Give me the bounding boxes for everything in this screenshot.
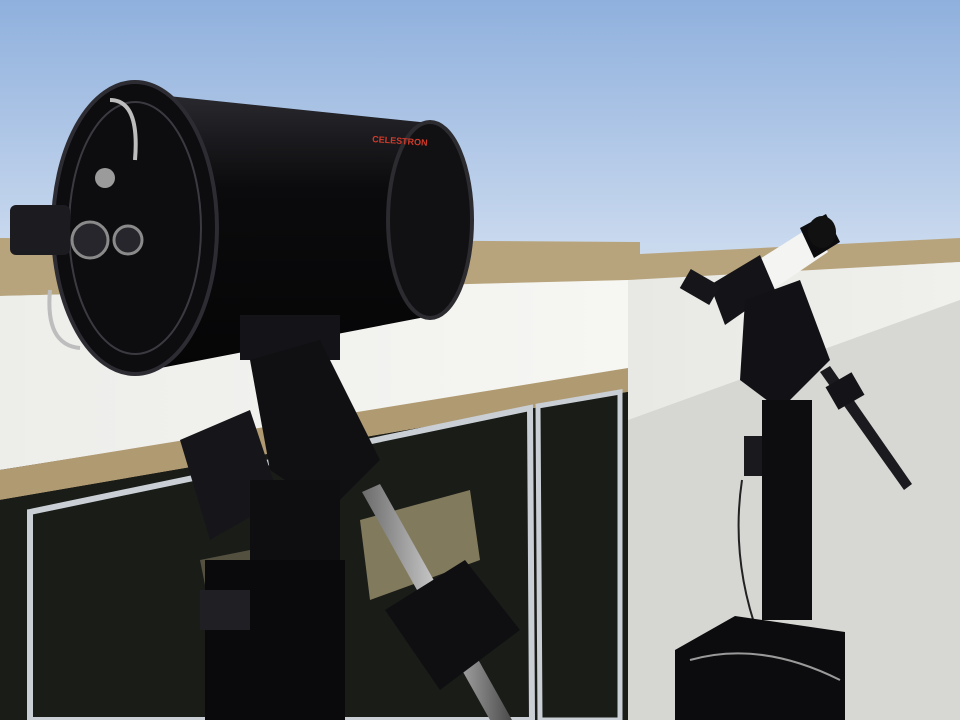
large-telescope: CELESTRON [10, 80, 474, 376]
small-pier-base [675, 616, 845, 720]
refractor-focuser [710, 255, 775, 325]
small-telescope [675, 214, 912, 720]
small-mount-head [740, 280, 830, 410]
small-counterweight [825, 372, 865, 410]
window-frame-right [535, 389, 623, 720]
rear-handle [109, 98, 138, 161]
diagonal-eyepiece [679, 268, 721, 306]
mount-ra-body [250, 340, 380, 510]
focus-knob-icon [95, 168, 115, 188]
mount-pier-head [250, 480, 340, 570]
refractor-objective [808, 216, 836, 248]
base-cable [689, 652, 841, 681]
mount-pier [205, 560, 345, 720]
eyepiece-icon [70, 220, 110, 260]
mount-control-box [200, 590, 250, 630]
small-pier [762, 400, 812, 620]
brand-label: CELESTRON [372, 134, 428, 148]
large-mount [180, 340, 520, 720]
finder-eyepiece-icon [112, 224, 144, 256]
lower-handle [47, 289, 81, 350]
telescope-front-ring [386, 120, 474, 320]
visual-back [10, 205, 70, 255]
counterweight [385, 560, 520, 690]
